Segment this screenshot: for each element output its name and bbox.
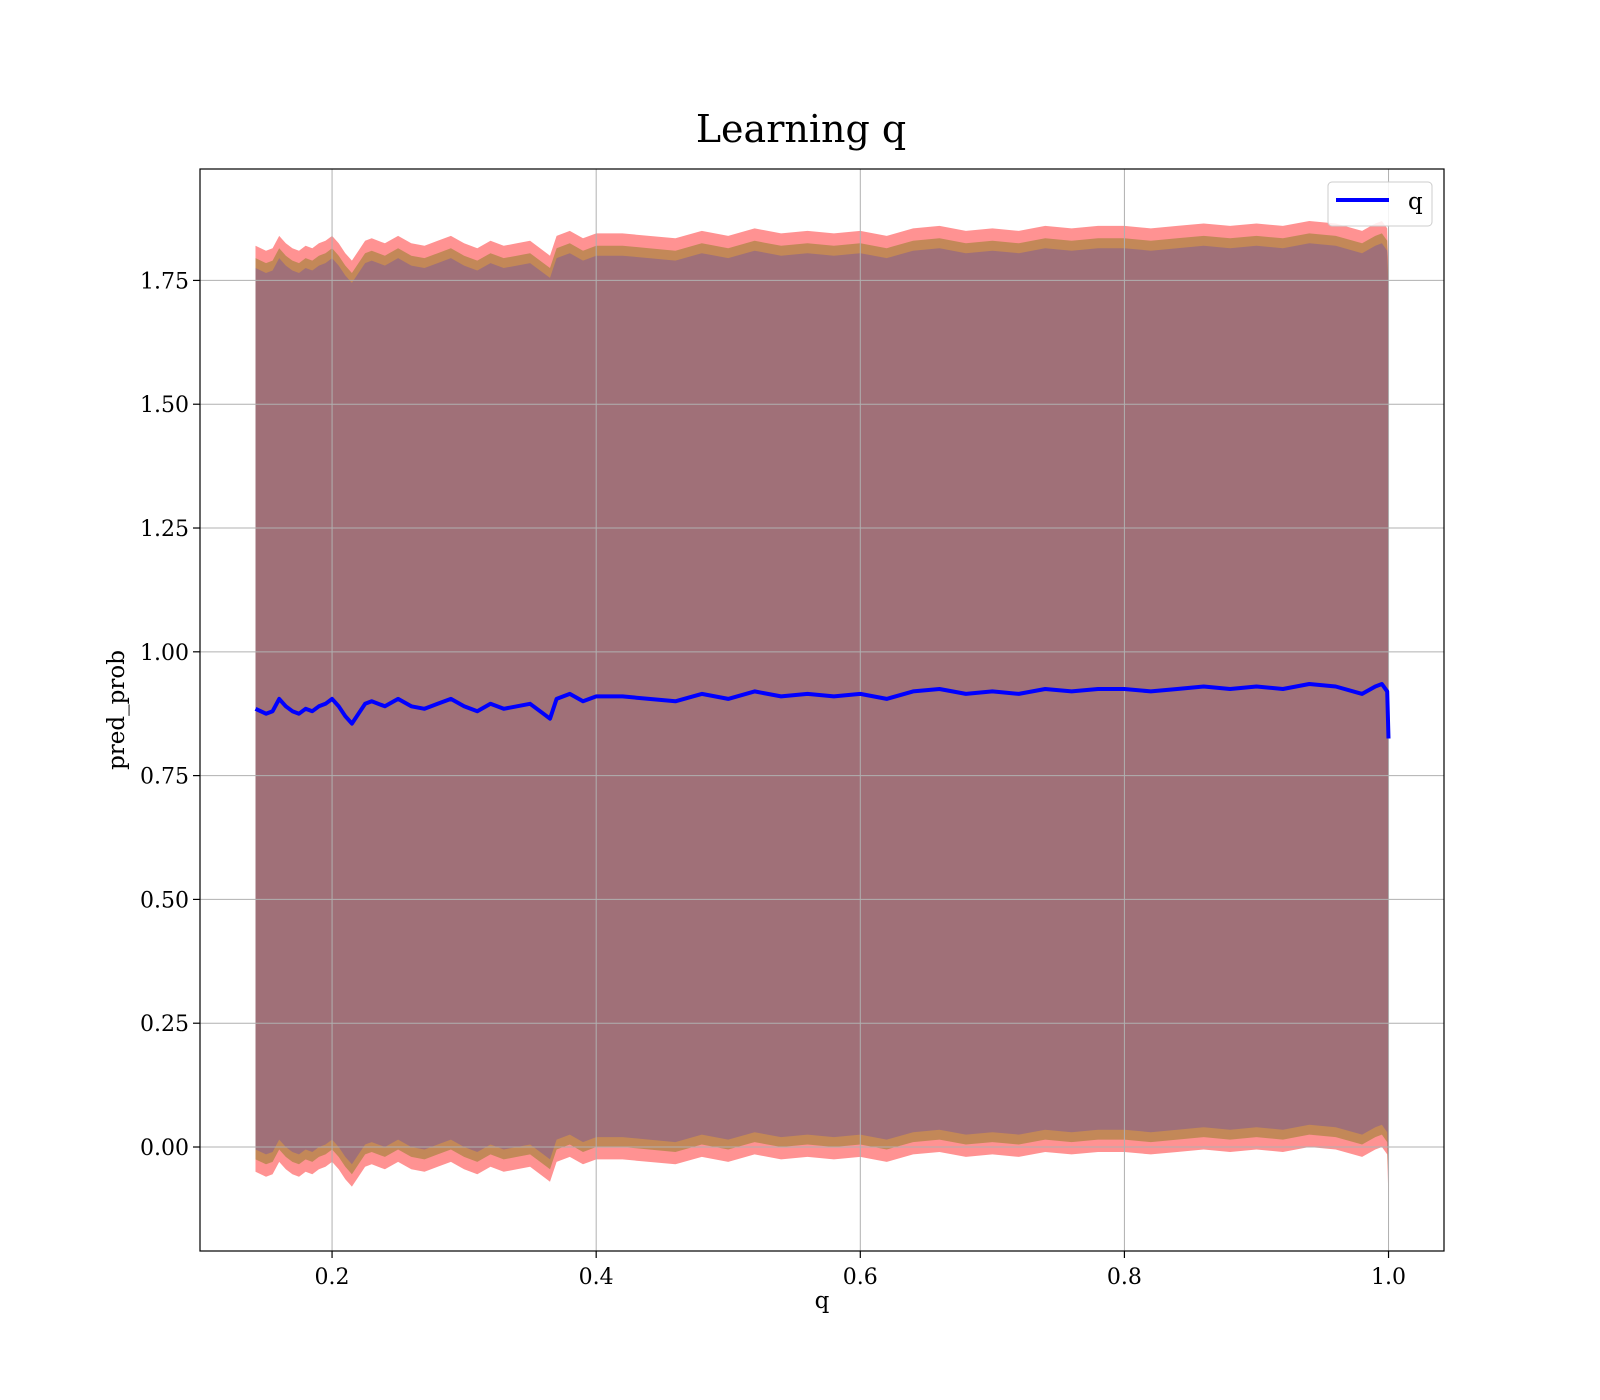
legend-box xyxy=(1327,181,1433,227)
legend: q xyxy=(1327,181,1433,227)
y-axis-ticks: 0.00 0.25 0.50 0.75 1.00 1.25 1.50 1.75 xyxy=(140,269,200,1161)
y-axis-label: pred_prob xyxy=(104,650,130,770)
confidence-band-3 xyxy=(255,243,1389,1180)
series-lines xyxy=(254,682,1391,739)
y-tick-label-3: 0.75 xyxy=(140,765,189,790)
series-line-q xyxy=(254,682,1391,739)
x-axis-ticks: 0.2 0.4 0.6 0.8 1.0 xyxy=(315,1251,1406,1290)
x-tick-label-0: 0.2 xyxy=(315,1265,350,1290)
y-tick-label-7: 1.75 xyxy=(140,269,189,294)
x-tick-label-1: 0.4 xyxy=(579,1265,614,1290)
legend-label-q: q xyxy=(1408,189,1423,215)
y-tick-label-4: 1.00 xyxy=(140,641,189,666)
plot-frame xyxy=(199,168,1445,1252)
x-tick-label-3: 0.8 xyxy=(1107,1265,1142,1290)
gridlines xyxy=(200,169,1444,1251)
y-tick-label-5: 1.25 xyxy=(140,517,189,542)
chart-title: Learning q xyxy=(696,107,906,151)
y-tick-label-6: 1.50 xyxy=(140,393,189,418)
confidence-bands xyxy=(255,221,1389,1202)
y-tick-label-1: 0.25 xyxy=(140,1012,189,1037)
x-tick-label-4: 1.0 xyxy=(1371,1265,1406,1290)
x-axis-label: q xyxy=(815,1288,830,1314)
x-tick-label-2: 0.6 xyxy=(843,1265,878,1290)
y-tick-label-2: 0.50 xyxy=(140,888,189,913)
y-tick-label-0: 0.00 xyxy=(140,1136,189,1161)
